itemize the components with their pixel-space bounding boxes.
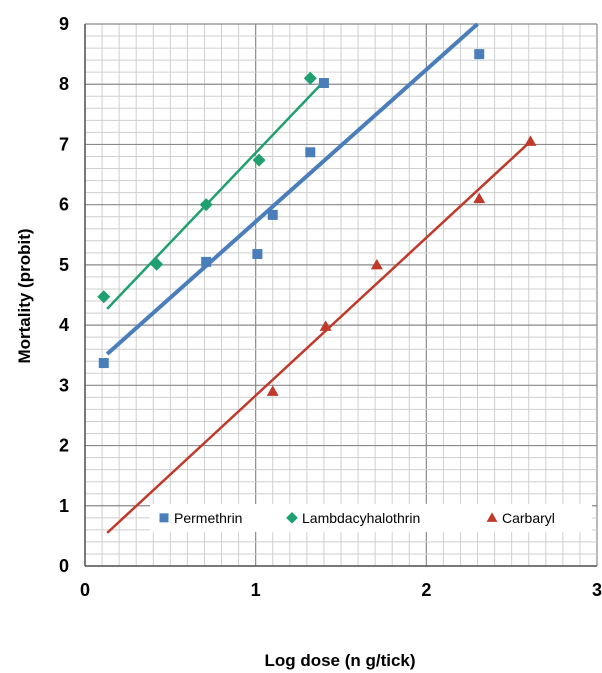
data-point-lambdacyhalothrin (150, 257, 164, 271)
legend-marker-carbaryl (486, 512, 498, 522)
y-tick-label: 4 (59, 315, 69, 335)
legend-marker-permethrin (159, 513, 169, 523)
data-point-lambdacyhalothrin (199, 198, 213, 212)
y-tick-label: 8 (59, 74, 69, 94)
data-point-carbaryl (319, 320, 332, 331)
data-point-lambdacyhalothrin (97, 290, 111, 304)
data-point-permethrin (305, 147, 316, 158)
data-point-permethrin (474, 49, 485, 60)
y-tick-label: 2 (59, 436, 69, 456)
data-point-lambdacyhalothrin (252, 153, 266, 167)
x-tick-label: 3 (592, 580, 602, 600)
data-point-carbaryl (266, 385, 279, 396)
y-tick-label: 6 (59, 195, 69, 215)
trendlines (105, 22, 532, 534)
legend-label-permethrin: Permethrin (174, 510, 242, 526)
data-point-carbaryl (370, 258, 383, 270)
legend-marker-lambdacyhalothrin (286, 511, 298, 524)
data-point-permethrin (252, 249, 263, 260)
trendline-lambdacyhalothrin (106, 80, 325, 310)
data-point-lambdacyhalothrin (303, 71, 317, 85)
y-axis-title: Mortality (probit) (15, 228, 34, 363)
data-point-permethrin (98, 358, 109, 369)
y-tick-label: 9 (59, 14, 69, 34)
y-tick-label: 7 (59, 134, 69, 154)
data-points (97, 49, 537, 396)
trendline-permethrin (105, 22, 479, 356)
y-tick-label: 5 (59, 255, 69, 275)
x-tick-label: 0 (80, 580, 90, 600)
legend-box (150, 503, 592, 532)
legend-label-lambdacyhalothrin: Lambdacyhalothrin (302, 510, 420, 526)
tick-labels: 0 1 2 3 0 1 2 3 4 5 6 7 8 9 (59, 14, 602, 600)
y-tick-label: 1 (59, 496, 69, 516)
plot-grid (84, 23, 598, 567)
x-tick-label: 1 (251, 580, 261, 600)
legend: Permethrin Lambdacyhalothrin Carbaryl (150, 503, 592, 532)
x-axis-title: Log dose (n g/tick) (264, 651, 415, 670)
trendline-carbaryl (106, 140, 532, 534)
data-point-carbaryl (473, 192, 486, 204)
data-point-permethrin (318, 78, 329, 89)
data-point-carbaryl (524, 135, 537, 146)
data-point-permethrin (201, 256, 212, 267)
plot-axes (84, 24, 597, 567)
y-tick-label: 0 (59, 556, 69, 576)
y-tick-label: 3 (59, 375, 69, 395)
x-tick-label: 2 (421, 580, 431, 600)
legend-label-carbaryl: Carbaryl (502, 510, 555, 526)
data-point-permethrin (267, 209, 278, 220)
